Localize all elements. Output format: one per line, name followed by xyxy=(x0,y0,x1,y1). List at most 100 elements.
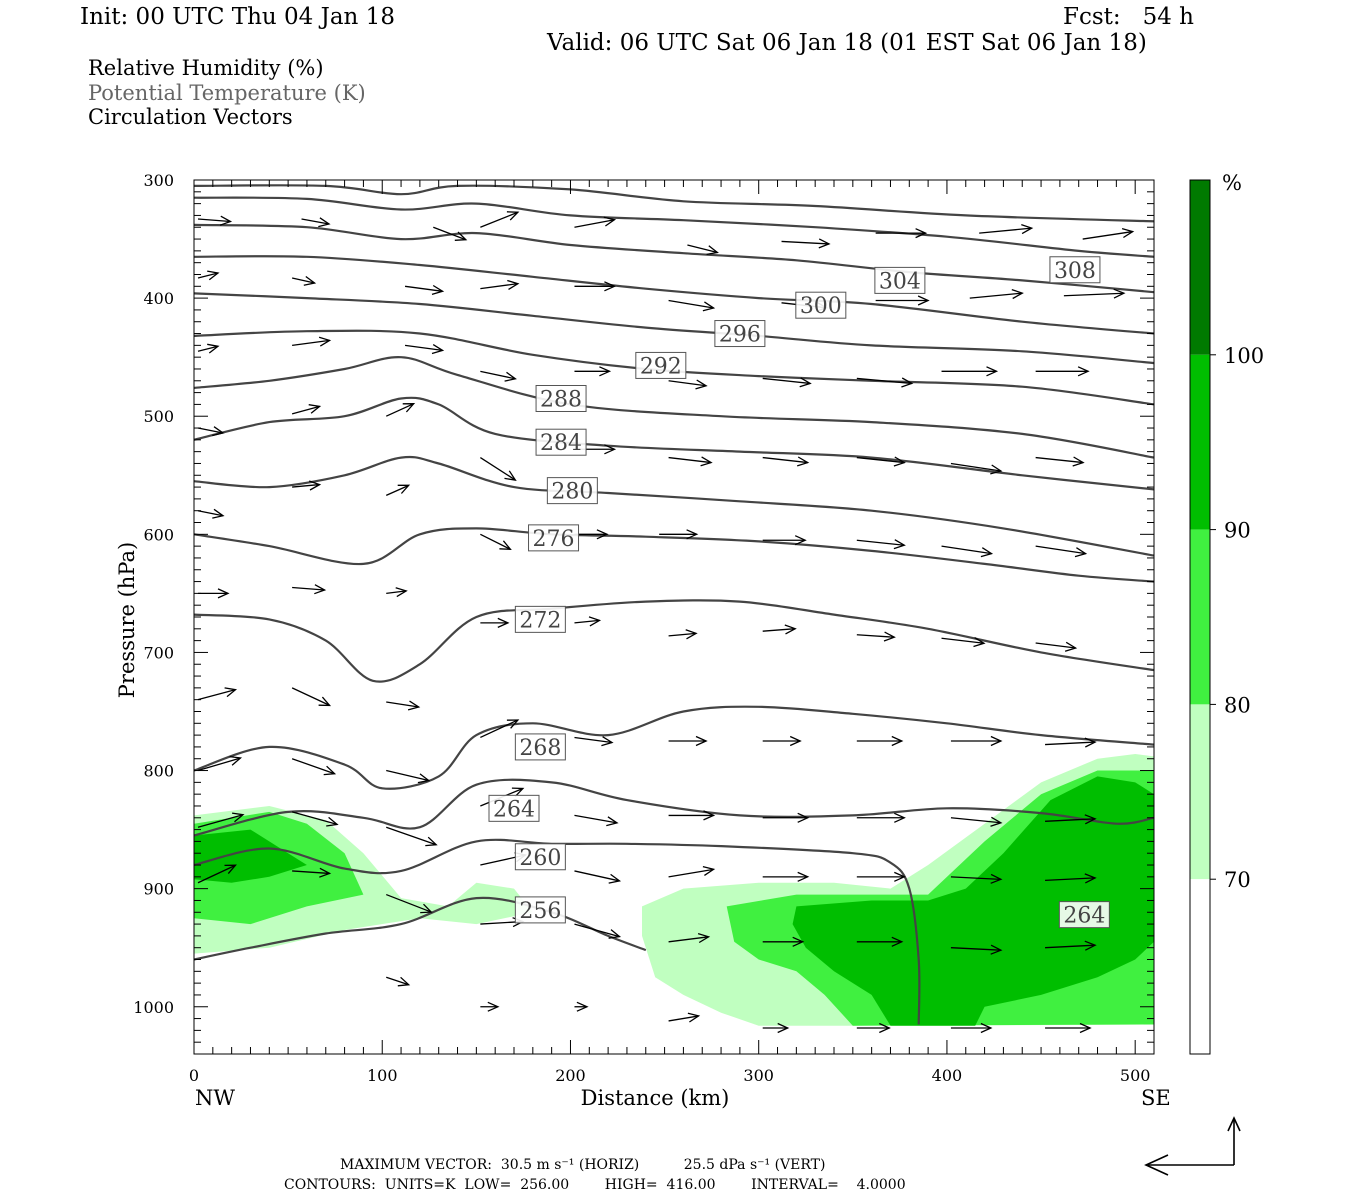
circulation-vector xyxy=(668,456,713,467)
circulation-vector xyxy=(480,370,517,382)
contour-label-264: 264 xyxy=(1058,901,1110,929)
contour-label-text: 296 xyxy=(719,323,761,348)
contour-label-308: 308 xyxy=(1049,256,1101,284)
theta-contour-256 xyxy=(193,896,647,961)
circulation-vector xyxy=(950,735,1003,747)
theta-contour-top-14 xyxy=(193,184,1155,223)
y-tick-label: 500 xyxy=(143,407,174,426)
circulation-vector xyxy=(480,719,520,739)
circulation-vector xyxy=(197,755,243,772)
theta-contour-276 xyxy=(193,527,1155,583)
contour-label-268: 268 xyxy=(514,733,566,761)
theta-contour-300 xyxy=(193,255,1155,335)
contour-label-text: 276 xyxy=(533,527,575,552)
circulation-vector xyxy=(386,976,411,987)
contour-label-text: 292 xyxy=(640,354,682,379)
circulation-vector xyxy=(292,584,327,595)
circulation-vector xyxy=(762,624,797,635)
circulation-vector xyxy=(1045,1022,1092,1034)
circulation-vector xyxy=(668,299,716,312)
colorbar-segment xyxy=(1190,704,1210,880)
circulation-vector xyxy=(1035,641,1078,652)
circulation-vector xyxy=(197,426,225,437)
circulation-vector xyxy=(386,700,421,711)
circulation-vector xyxy=(385,893,433,914)
theta-contour-304 xyxy=(193,223,1155,294)
circulation-vector xyxy=(856,377,914,388)
circulation-vector xyxy=(480,457,517,481)
reference-vector-icon xyxy=(1144,1116,1241,1176)
circulation-vector xyxy=(1035,545,1088,558)
contour-label-text: 308 xyxy=(1054,259,1096,284)
circulation-vector xyxy=(292,867,332,878)
contour-label-text: 264 xyxy=(493,797,535,822)
circulation-vector xyxy=(197,864,237,884)
circulation-vector xyxy=(385,484,411,496)
x-axis-label: Distance (km) xyxy=(581,1086,730,1110)
circulation-vector xyxy=(292,480,322,491)
y-tick-label: 300 xyxy=(143,171,174,190)
relative-humidity-shading xyxy=(194,754,1154,1026)
circulation-vector xyxy=(668,810,716,821)
circulation-vector xyxy=(941,637,986,648)
x-end-label-left: NW xyxy=(195,1086,235,1110)
theta-contour-264 xyxy=(193,778,1155,837)
circulation-vector xyxy=(574,923,622,939)
circulation-vectors xyxy=(197,211,1135,1034)
circulation-vector xyxy=(480,279,520,290)
rh-region-90-100-5 xyxy=(792,776,1154,1026)
circulation-vector xyxy=(856,812,906,823)
circulation-vector xyxy=(291,687,332,707)
rh-region-90-100-4 xyxy=(194,829,307,883)
contour-label-296: 296 xyxy=(714,320,766,348)
circulation-vector xyxy=(969,288,1024,300)
circulation-vector xyxy=(950,462,1003,475)
circulation-vector xyxy=(197,215,233,226)
contour-label-text: 272 xyxy=(519,608,561,633)
circulation-vector xyxy=(386,587,408,598)
colorbar-segment xyxy=(1190,180,1210,355)
colorbar-label: 90 xyxy=(1224,519,1251,543)
contour-label-280: 280 xyxy=(546,477,598,505)
contour-label-text: 280 xyxy=(551,480,593,505)
circulation-vector xyxy=(197,270,220,281)
circulation-vector xyxy=(574,281,617,292)
circulation-vector xyxy=(574,216,617,228)
contour-label-text: 284 xyxy=(540,431,582,456)
contour-label-304: 304 xyxy=(874,266,926,294)
circulation-vector xyxy=(197,687,238,701)
field-potential-temperature: Potential Temperature (K) xyxy=(88,81,366,105)
circulation-vector xyxy=(668,1012,701,1023)
circulation-vector xyxy=(856,871,906,882)
circulation-vector xyxy=(668,629,698,640)
contour-label-text: 260 xyxy=(519,846,561,871)
circulation-vector xyxy=(950,873,1003,884)
field-circulation-vectors: Circulation Vectors xyxy=(88,105,293,129)
contour-info: CONTOURS: UNITS=K LOW= 256.00 HIGH= 416.… xyxy=(284,1177,906,1193)
circulation-vector xyxy=(856,456,906,467)
circulation-vector xyxy=(291,275,317,286)
contour-label-text: 268 xyxy=(519,736,561,761)
circulation-vector xyxy=(197,508,225,519)
circulation-vector xyxy=(941,545,994,558)
forecast-hour: Fcst: 54 h xyxy=(1063,4,1194,30)
circulation-vector xyxy=(1045,873,1097,884)
contour-label-288: 288 xyxy=(535,385,587,413)
y-tick-label: 900 xyxy=(143,880,174,899)
circulation-vector xyxy=(292,336,332,347)
circulation-vector xyxy=(668,379,708,390)
circulation-vector xyxy=(762,871,810,882)
contour-labels: 256 260 264 264 268 272 276 280 284 288 292 296 300 3… xyxy=(488,256,1110,929)
theta-contour-280 xyxy=(193,455,1155,557)
circulation-vector xyxy=(1082,227,1135,240)
circulation-vector xyxy=(197,812,245,828)
circulation-vector xyxy=(291,811,339,827)
circulation-vector xyxy=(404,284,445,296)
circulation-vector xyxy=(433,226,468,241)
circulation-vector xyxy=(762,735,802,747)
x-tick-label: 400 xyxy=(932,1066,963,1085)
circulation-vector xyxy=(291,758,337,776)
circulation-vector xyxy=(574,529,609,540)
x-tick-label: 0 xyxy=(189,1066,199,1085)
circulation-vector xyxy=(687,244,719,256)
